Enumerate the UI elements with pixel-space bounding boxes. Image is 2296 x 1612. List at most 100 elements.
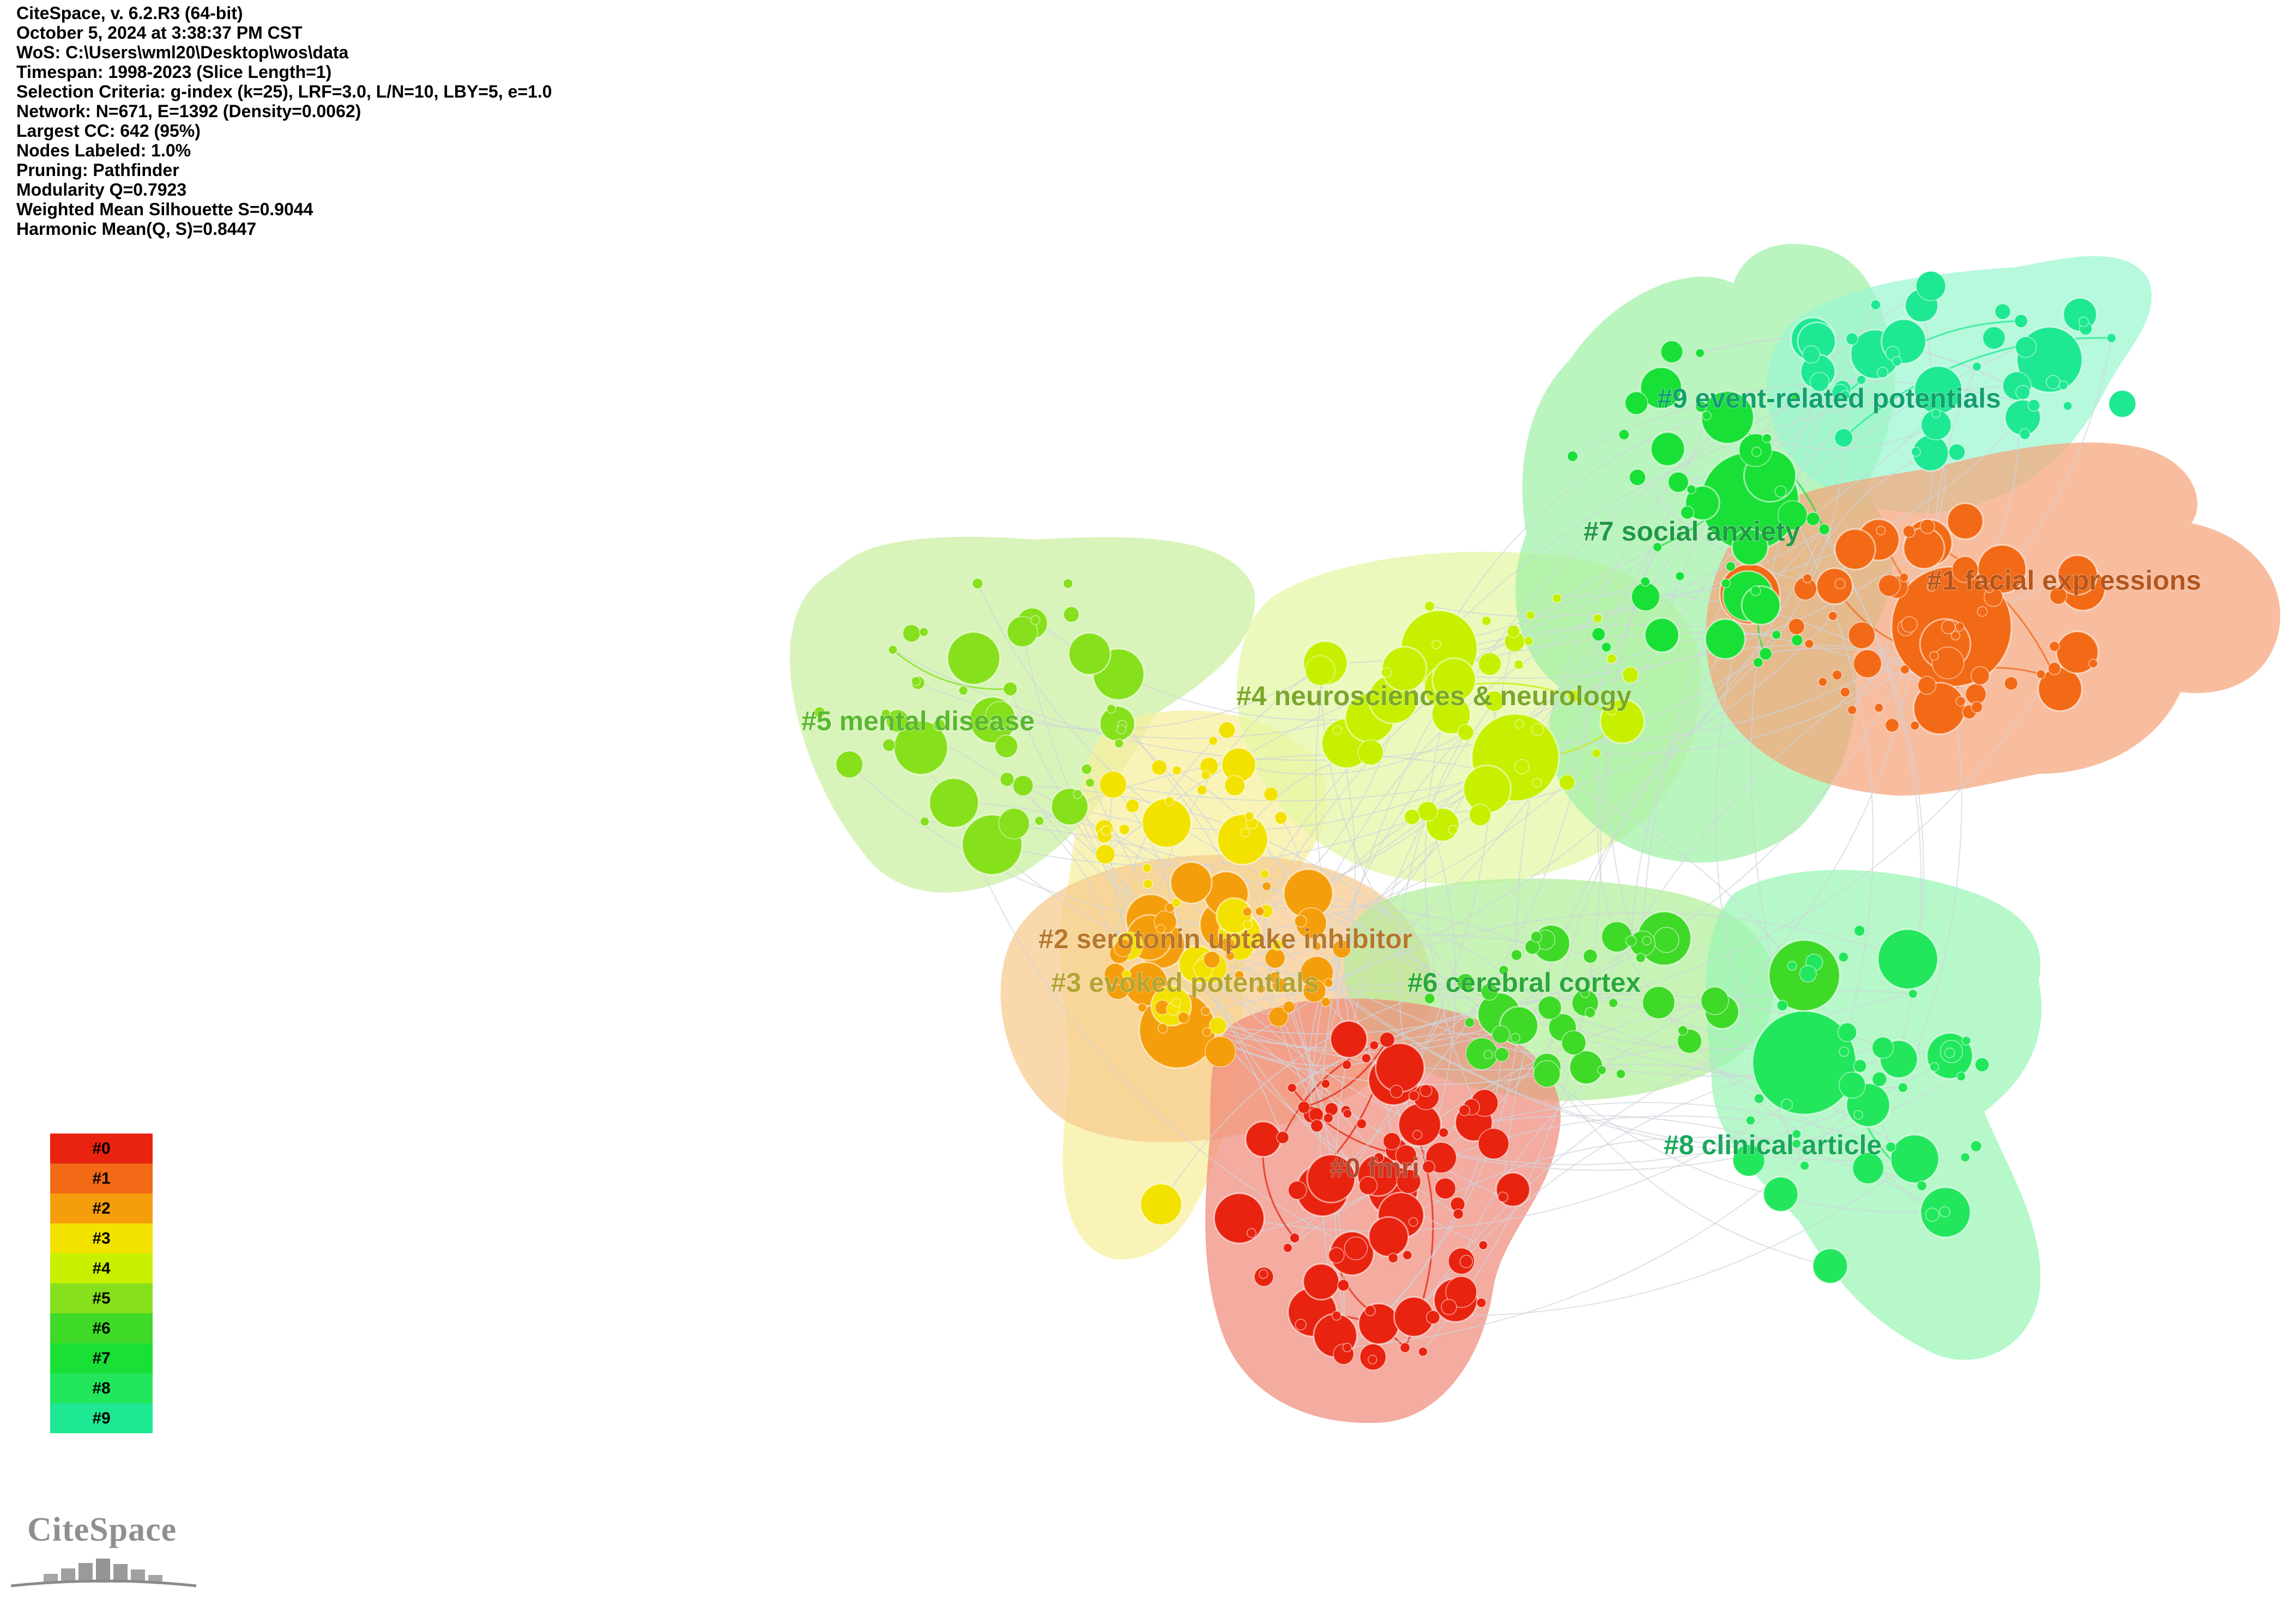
network-node[interactable]	[1640, 577, 1651, 587]
network-node[interactable]	[1381, 667, 1392, 678]
network-node[interactable]	[1853, 649, 1882, 678]
network-node[interactable]	[1164, 902, 1175, 913]
network-node[interactable]	[1625, 935, 1637, 947]
network-node[interactable]	[1510, 949, 1522, 961]
network-node[interactable]	[1453, 1208, 1464, 1220]
network-node[interactable]	[1294, 914, 1307, 928]
network-node[interactable]	[1876, 525, 1886, 536]
network-node[interactable]	[1787, 961, 1797, 971]
network-node[interactable]	[1373, 1152, 1385, 1163]
network-node[interactable]	[1271, 939, 1283, 951]
network-node[interactable]	[1141, 797, 1192, 849]
network-node[interactable]	[1337, 1279, 1350, 1292]
network-node[interactable]	[1050, 787, 1089, 826]
network-node[interactable]	[1369, 1040, 1379, 1050]
network-node[interactable]	[1533, 1060, 1561, 1088]
network-node[interactable]	[1961, 1036, 1971, 1046]
network-node[interactable]	[1561, 1030, 1586, 1056]
network-node[interactable]	[1063, 606, 1080, 623]
network-node[interactable]	[1750, 585, 1761, 596]
network-node[interactable]	[1972, 361, 1982, 372]
network-node[interactable]	[1497, 1191, 1509, 1203]
network-node[interactable]	[1531, 723, 1544, 736]
network-node[interactable]	[1762, 1175, 1799, 1213]
network-node[interactable]	[1002, 681, 1018, 696]
network-node[interactable]	[2046, 375, 2061, 390]
network-node[interactable]	[2004, 676, 2019, 691]
network-node[interactable]	[1379, 1032, 1395, 1048]
network-node[interactable]	[1246, 1228, 1256, 1238]
network-node[interactable]	[1331, 1311, 1342, 1321]
network-node[interactable]	[2088, 658, 2098, 669]
network-node[interactable]	[1481, 983, 1499, 1001]
network-node[interactable]	[1871, 1037, 1894, 1059]
network-node[interactable]	[1754, 1093, 1765, 1104]
network-node[interactable]	[1622, 666, 1639, 683]
network-node[interactable]	[1494, 1047, 1509, 1062]
network-node[interactable]	[1510, 1033, 1521, 1043]
network-node[interactable]	[1845, 332, 1859, 346]
network-node[interactable]	[1788, 618, 1805, 635]
network-node[interactable]	[1524, 636, 1533, 646]
network-node[interactable]	[2057, 554, 2098, 596]
network-node[interactable]	[1240, 828, 1250, 838]
network-node[interactable]	[1343, 1108, 1352, 1119]
network-node[interactable]	[1582, 949, 1598, 964]
network-node[interactable]	[1884, 718, 1900, 733]
network-node[interactable]	[1597, 1065, 1607, 1075]
network-node[interactable]	[1463, 764, 1512, 814]
network-node[interactable]	[1791, 391, 1800, 402]
network-node[interactable]	[1751, 446, 1762, 457]
network-node[interactable]	[1631, 582, 1660, 611]
network-node[interactable]	[1982, 326, 2006, 350]
network-node[interactable]	[1320, 997, 1331, 1007]
network-node[interactable]	[1375, 1042, 1425, 1093]
network-node[interactable]	[1332, 725, 1342, 735]
network-node[interactable]	[1955, 696, 1966, 707]
cluster-label-9[interactable]: #9 event-related potentials	[1657, 383, 2002, 414]
network-node[interactable]	[1818, 523, 1830, 535]
network-node[interactable]	[1911, 446, 1921, 457]
network-node[interactable]	[1151, 759, 1168, 775]
network-node[interactable]	[1434, 1178, 1457, 1199]
network-node[interactable]	[1675, 571, 1685, 581]
network-node[interactable]	[1408, 1090, 1419, 1101]
network-node[interactable]	[1874, 703, 1884, 713]
network-node[interactable]	[1389, 1084, 1404, 1099]
network-node[interactable]	[919, 627, 929, 637]
network-node[interactable]	[1302, 1263, 1340, 1301]
network-node[interactable]	[994, 734, 1018, 758]
network-node[interactable]	[1514, 759, 1530, 774]
network-node[interactable]	[1920, 519, 1935, 535]
network-node[interactable]	[1441, 1299, 1457, 1316]
cluster-label-3[interactable]: #3 evoked potentials	[1050, 967, 1320, 998]
network-node[interactable]	[1946, 502, 1984, 540]
network-node[interactable]	[1197, 784, 1207, 796]
network-node[interactable]	[1418, 1347, 1428, 1357]
network-node[interactable]	[1971, 701, 1983, 713]
network-node[interactable]	[1268, 971, 1280, 984]
network-node[interactable]	[1931, 408, 1941, 419]
network-node[interactable]	[1667, 471, 1689, 493]
network-node[interactable]	[1950, 631, 1961, 641]
network-node[interactable]	[1591, 748, 1602, 759]
network-node[interactable]	[2047, 662, 2061, 675]
network-node[interactable]	[1984, 583, 1995, 593]
network-node[interactable]	[1532, 778, 1542, 788]
network-node[interactable]	[1218, 721, 1236, 739]
network-node[interactable]	[1288, 1180, 1307, 1200]
network-node[interactable]	[1137, 1003, 1147, 1013]
network-node[interactable]	[1424, 992, 1435, 1004]
network-node[interactable]	[888, 645, 898, 655]
network-node[interactable]	[1700, 390, 1755, 445]
network-node[interactable]	[1931, 646, 1965, 680]
network-node[interactable]	[1838, 952, 1849, 962]
network-node[interactable]	[1889, 1134, 1940, 1184]
network-node[interactable]	[1792, 1129, 1802, 1139]
network-node[interactable]	[2056, 631, 2099, 674]
network-node[interactable]	[2027, 399, 2040, 412]
network-node[interactable]	[911, 676, 921, 686]
network-node[interactable]	[1081, 763, 1092, 775]
network-node[interactable]	[933, 718, 946, 732]
